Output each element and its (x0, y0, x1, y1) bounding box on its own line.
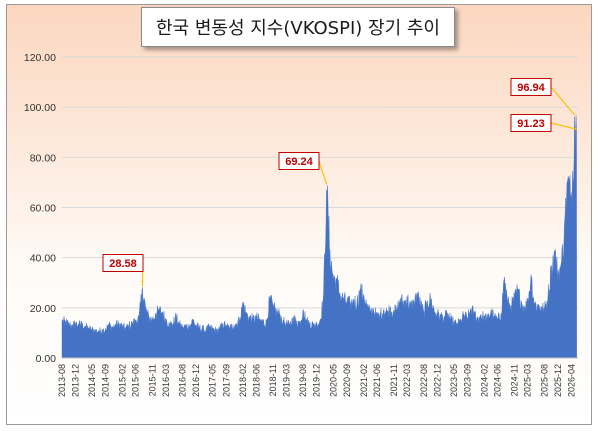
x-tick-label: 2021-11 (389, 364, 399, 396)
x-tick-label: 2017-05 (208, 364, 218, 397)
x-tick-label: 2019-08 (298, 364, 308, 397)
x-tick-label: 2021-02 (359, 364, 369, 397)
x-tick-label: 2020-05 (328, 364, 338, 397)
x-tick-label: 2018-06 (251, 364, 261, 397)
callout-box (102, 254, 144, 272)
callout: 96.94 (510, 78, 576, 116)
x-tick-label: 2019-12 (312, 364, 322, 397)
x-tick-label: 2025-08 (540, 364, 550, 397)
x-tick-label: 2022-03 (402, 364, 412, 397)
x-tick-label: 2024-02 (479, 364, 489, 397)
y-tick-label: 0.00 (36, 353, 57, 365)
callout-box (510, 114, 552, 132)
x-tick-label: 2016-03 (161, 364, 171, 397)
x-tick-label: 2016-12 (191, 364, 201, 397)
y-tick-label: 80.00 (30, 152, 56, 164)
x-tick-label: 2015-06 (131, 364, 141, 397)
x-tick-label: 2017-09 (221, 364, 231, 397)
x-tick-label: 2024-06 (493, 364, 503, 397)
x-tick-label: 2019-03 (281, 364, 291, 397)
x-tick-label: 2023-09 (462, 364, 472, 397)
callout: 91.23 (510, 114, 577, 132)
callout: 69.24 (278, 152, 328, 185)
callout-leader (318, 160, 328, 185)
y-tick-label: 40.00 (30, 253, 56, 265)
x-tick-label: 2015-11 (147, 364, 157, 396)
y-tick-label: 100.00 (24, 102, 56, 114)
x-tick-label: 2025-12 (553, 364, 563, 397)
y-tick-label: 60.00 (30, 203, 56, 215)
x-tick-label: 2021-06 (372, 364, 382, 397)
vkospi-series-area (61, 115, 577, 359)
y-tick-label: 120.00 (24, 52, 56, 64)
callout: 28.58 (102, 254, 144, 287)
x-tick-label: 2022-08 (419, 364, 429, 397)
callout-label: 91.23 (517, 118, 545, 130)
x-tick-label: 2013-12 (70, 364, 80, 397)
chart-title: 한국 변동성 지수(VKOSPI) 장기 추이 (141, 7, 455, 47)
x-tick-label: 2025-03 (523, 364, 533, 397)
callout-label: 28.58 (109, 258, 137, 270)
callout-box (510, 78, 552, 96)
x-tick-label: 2015-02 (117, 364, 127, 397)
x-tick-label: 2014-05 (87, 364, 97, 397)
y-tick-label: 20.00 (30, 303, 56, 315)
callout-leader (550, 86, 576, 116)
x-tick-label: 2022-12 (432, 364, 442, 397)
x-tick-label: 2018-11 (268, 364, 278, 396)
x-tick-label: 2016-08 (178, 364, 188, 397)
callout-label: 96.94 (517, 82, 545, 94)
x-tick-label: 2018-02 (238, 364, 248, 397)
x-tick-label: 2020-09 (342, 364, 352, 397)
callout-box (278, 152, 320, 170)
x-tick-label: 2013-08 (57, 364, 67, 397)
x-tick-label: 2026-04 (566, 364, 576, 397)
x-tick-label: 2023-05 (449, 364, 459, 397)
callout-leader (550, 122, 577, 130)
x-tick-label: 2014-09 (101, 364, 111, 397)
x-tick-label: 2024-11 (509, 364, 519, 396)
callout-label: 69.24 (285, 156, 313, 168)
